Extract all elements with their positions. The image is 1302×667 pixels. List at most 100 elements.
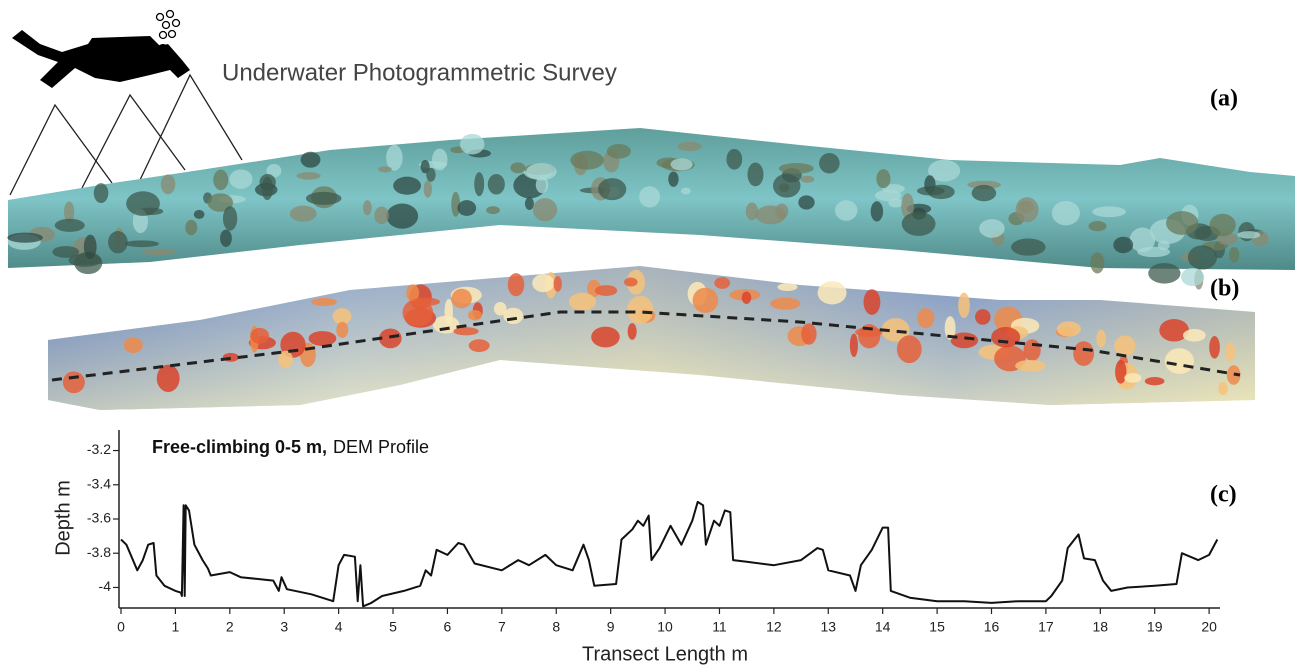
reef-patch (533, 198, 557, 221)
x-tick-label: 6 (444, 619, 452, 635)
dem-peak (975, 309, 990, 325)
x-tick-label: 0 (117, 619, 125, 635)
reef-patch (1018, 201, 1033, 214)
dem-peak (1096, 330, 1106, 348)
dem-peak (958, 293, 970, 318)
y-tick-label: -3.8 (87, 544, 111, 560)
reef-patch (979, 219, 1005, 238)
reef-patch (871, 201, 883, 221)
dem-peak (311, 298, 337, 306)
dem-peak (742, 291, 752, 304)
reef-patch (94, 183, 109, 203)
reef-patch (161, 174, 176, 194)
reef-patch (378, 166, 392, 172)
reef-patch (124, 240, 159, 247)
reef-patch (262, 177, 273, 200)
dem-peak (917, 308, 934, 328)
dem-peak (1218, 382, 1227, 395)
dem-peak (411, 298, 440, 306)
dem-peak (1024, 339, 1041, 361)
x-tick-label: 20 (1201, 619, 1217, 635)
reef-patch (488, 174, 505, 194)
dem-peak (897, 335, 922, 363)
dem-peak (124, 337, 143, 353)
x-tick-label: 5 (389, 619, 397, 635)
dem-peak (1165, 348, 1194, 374)
reef-patch (306, 192, 342, 205)
reef-patch (835, 200, 857, 221)
reef-patch (668, 171, 678, 186)
x-tick-label: 15 (929, 619, 945, 635)
reef-patch (819, 153, 840, 173)
reef-patch (1210, 214, 1236, 236)
dem-peak (445, 299, 453, 325)
panel-label: (b) (1210, 276, 1239, 302)
figure: Underwater Photogrammetric Survey (a) (b… (0, 0, 1302, 667)
y-tick-label: -3.6 (87, 510, 111, 526)
dem-peak (503, 308, 523, 324)
dem-peak (863, 289, 880, 315)
reef-patch (607, 144, 631, 159)
reef-patch (671, 158, 693, 170)
reef-patch (185, 220, 197, 236)
reef-patch (570, 151, 604, 170)
dem-peak (951, 332, 979, 348)
dem-peak (991, 327, 1020, 348)
dem-peak (1209, 336, 1220, 359)
dem-peak (1073, 341, 1094, 366)
reef-patch (213, 170, 228, 190)
dem-peak (336, 322, 348, 338)
reef-patch (726, 149, 742, 170)
reef-patch (510, 162, 525, 173)
dem-peak (1015, 360, 1046, 372)
chart-title-bold: Free-climbing 0-5 m, (152, 437, 327, 457)
x-tick-label: 7 (498, 619, 506, 635)
reef-patch (220, 230, 232, 247)
dem-peak (714, 277, 730, 289)
x-tick-label: 1 (172, 619, 180, 635)
reef-patch (1148, 263, 1180, 284)
x-axis-label: Transect Length m (582, 643, 748, 665)
dem-peak (469, 339, 490, 352)
reef-patch (1090, 252, 1104, 273)
dem-peak (157, 365, 180, 392)
reef-patch (1052, 201, 1080, 225)
reef-patch (363, 200, 372, 215)
reef-patch (142, 249, 176, 256)
x-tick-label: 12 (766, 619, 782, 635)
x-tick-label: 18 (1093, 619, 1109, 635)
reef-patch (746, 202, 758, 220)
reef-patch (7, 233, 43, 243)
x-tick-label: 3 (280, 619, 288, 635)
dem-peak (770, 298, 800, 310)
reef-patch (598, 178, 626, 200)
reef-patch (55, 219, 85, 232)
reef-patch (386, 204, 418, 229)
dem-peak (1124, 373, 1141, 383)
dem-peak (1115, 360, 1126, 384)
reef-patch (1181, 268, 1204, 286)
dem-peak (532, 274, 554, 292)
x-tick-label: 16 (984, 619, 1000, 635)
x-tick-label: 13 (820, 619, 836, 635)
dem-peak (63, 371, 85, 393)
reef-patch (1166, 211, 1198, 235)
reef-patch (424, 180, 432, 197)
reef-patch (801, 176, 815, 183)
reef-patch (972, 185, 997, 201)
dem-peak (595, 285, 617, 296)
y-tick-label: -3.4 (87, 475, 111, 491)
reef-patch (194, 210, 205, 219)
reef-patch (526, 163, 556, 180)
x-tick-label: 10 (657, 619, 673, 635)
dem-peak (778, 283, 798, 291)
x-tick-label: 11 (712, 619, 727, 635)
y-axis-label: Depth m (52, 480, 74, 556)
dem-peak (508, 273, 524, 296)
chart-subtitle: DEM Profile (333, 437, 429, 457)
dem-peak (591, 327, 620, 348)
reef-patch (779, 163, 814, 174)
y-tick-label: -4 (99, 578, 112, 594)
x-tick-label: 19 (1147, 619, 1163, 635)
reef-patch (426, 168, 435, 182)
